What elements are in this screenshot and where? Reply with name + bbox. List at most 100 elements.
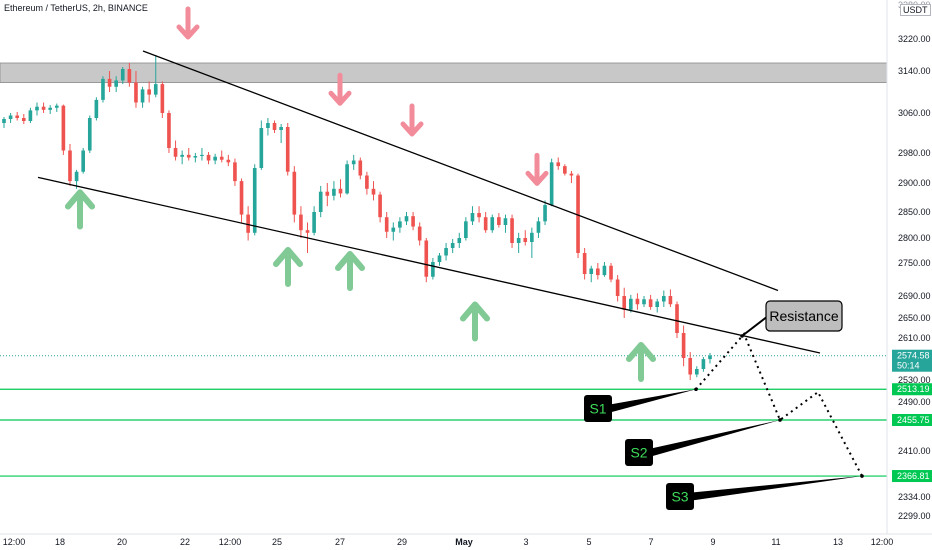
candle-body bbox=[470, 213, 475, 222]
candle bbox=[556, 157, 561, 170]
candle-body bbox=[160, 84, 165, 113]
up-arrow-icon bbox=[65, 189, 95, 230]
candle-body bbox=[87, 118, 92, 151]
support-pointer-1 bbox=[610, 389, 696, 413]
x-tick-label: 25 bbox=[272, 537, 282, 547]
candle-body bbox=[2, 119, 6, 123]
candle bbox=[510, 214, 514, 248]
candle-body bbox=[147, 89, 151, 95]
candle bbox=[431, 258, 435, 280]
candle bbox=[292, 166, 297, 223]
candle-body bbox=[642, 299, 646, 305]
candle-body bbox=[193, 156, 198, 158]
candle-body bbox=[655, 301, 660, 307]
candle-body bbox=[648, 299, 653, 307]
candle-body bbox=[358, 160, 363, 176]
candle-body bbox=[200, 154, 204, 156]
up-arrow-icon bbox=[626, 342, 656, 382]
candle bbox=[457, 232, 462, 248]
candle bbox=[226, 154, 231, 167]
down-arrow-icon bbox=[328, 72, 352, 106]
candle-body bbox=[127, 69, 132, 83]
x-tick-label: 5 bbox=[586, 537, 591, 547]
down-arrow-icon bbox=[400, 103, 424, 137]
candle bbox=[8, 113, 13, 123]
projection-point bbox=[694, 387, 698, 392]
candle-body bbox=[345, 164, 349, 194]
x-tick-label: 12:00 bbox=[871, 537, 894, 547]
candle bbox=[582, 248, 587, 280]
price-tag-value: 2366.81 bbox=[897, 471, 930, 481]
x-tick-label: 22 bbox=[180, 537, 190, 547]
x-tick-label: 3 bbox=[523, 537, 528, 547]
candle-body bbox=[299, 214, 303, 231]
y-tick-label: 2530.00 bbox=[898, 375, 931, 385]
candle bbox=[483, 212, 488, 233]
candle bbox=[21, 114, 26, 124]
candle bbox=[661, 290, 666, 307]
candle bbox=[576, 173, 580, 258]
x-tick-label: 12:00 bbox=[3, 537, 26, 547]
support-label-2: S2 bbox=[630, 445, 647, 461]
candle-body bbox=[279, 127, 283, 130]
candle bbox=[35, 102, 39, 116]
candle-body bbox=[589, 268, 594, 274]
y-tick-label: 3060.00 bbox=[898, 108, 931, 118]
currency-unit-badge[interactable]: USDT bbox=[900, 4, 931, 16]
candle bbox=[629, 294, 633, 313]
candle-body bbox=[81, 150, 85, 172]
candle-body bbox=[596, 268, 600, 276]
candle-body bbox=[68, 150, 72, 182]
candle bbox=[87, 115, 92, 153]
candle bbox=[655, 298, 660, 313]
candle-body bbox=[259, 128, 264, 168]
candle bbox=[411, 212, 415, 231]
candle bbox=[648, 294, 653, 310]
price-tag-bg bbox=[892, 413, 932, 426]
candle-body bbox=[15, 115, 20, 118]
candle-body bbox=[398, 221, 402, 228]
support-price-tag: 2455.75 bbox=[892, 413, 932, 426]
candle-body bbox=[213, 156, 217, 161]
candle-body bbox=[661, 296, 666, 302]
projection-path bbox=[695, 332, 863, 477]
candle bbox=[186, 148, 191, 161]
candle bbox=[266, 118, 270, 136]
candle-body bbox=[523, 238, 528, 242]
time-axis[interactable]: 12:00 18 20 22 12:00 25 27 29 May 3 5 7 9 11 13 12:00 bbox=[3, 537, 894, 547]
candle-body bbox=[8, 115, 13, 119]
candle bbox=[444, 243, 448, 261]
candle-body bbox=[444, 248, 448, 256]
candle bbox=[549, 158, 554, 207]
candle bbox=[503, 214, 508, 233]
candle bbox=[167, 110, 171, 153]
resistance-zone-layer bbox=[0, 62, 888, 83]
candle bbox=[101, 76, 105, 103]
y-tick-label: 2980.00 bbox=[898, 148, 931, 158]
y-tick-label: 2334.00 bbox=[898, 492, 931, 502]
candle-body bbox=[668, 296, 673, 305]
candle-body bbox=[497, 217, 501, 225]
candle-body bbox=[708, 355, 712, 360]
candle-body bbox=[530, 232, 534, 242]
candle-body bbox=[186, 154, 191, 158]
candle bbox=[41, 102, 46, 113]
candle bbox=[206, 152, 211, 165]
candle-body bbox=[635, 298, 640, 305]
candle bbox=[516, 232, 521, 253]
candle bbox=[28, 107, 33, 123]
candle-body bbox=[292, 171, 297, 215]
candle bbox=[398, 217, 402, 233]
candle bbox=[127, 63, 132, 87]
candle-body bbox=[272, 123, 277, 130]
candle bbox=[464, 217, 468, 241]
lower-trendline bbox=[37, 176, 821, 354]
x-tick-label: 20 bbox=[117, 537, 127, 547]
candle-body bbox=[305, 230, 310, 233]
candle bbox=[615, 275, 620, 302]
candle bbox=[708, 353, 712, 364]
candle-body bbox=[114, 80, 118, 87]
candle bbox=[622, 287, 627, 318]
